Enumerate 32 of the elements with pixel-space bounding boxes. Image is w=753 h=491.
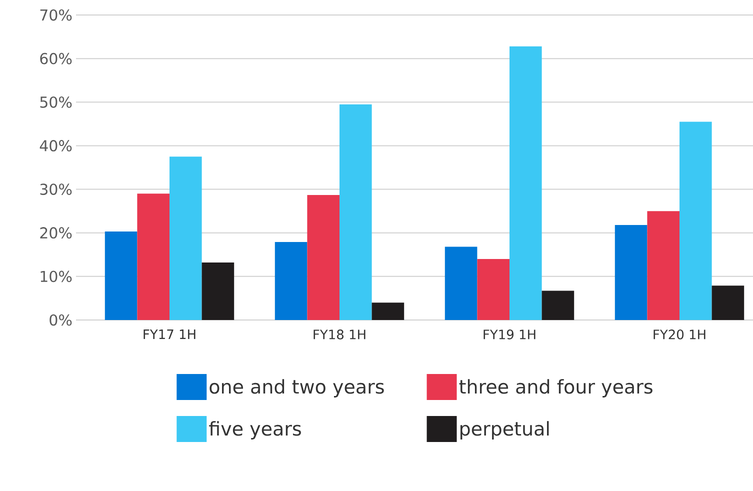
bar (712, 286, 744, 320)
x-tick-label: FY17 1H (144, 330, 196, 340)
y-tick-label: 50% (40, 96, 72, 108)
x-tick-label: FY19 1H (484, 330, 536, 340)
bar (137, 194, 170, 320)
bar (307, 194, 340, 320)
y-tick-label: 60% (40, 52, 72, 64)
legend-label: one and two years (210, 379, 384, 398)
bar (542, 290, 574, 320)
x-tick-label: FY18 1H (314, 330, 366, 340)
bar (202, 262, 234, 320)
bar (614, 225, 648, 320)
x-tick-label: FY20 1H (654, 330, 706, 340)
y-tick-label: 40% (40, 140, 72, 152)
y-tick-label: 30% (40, 184, 72, 195)
y-tick-label: 70% (40, 9, 72, 21)
legend-label: five years (209, 421, 301, 440)
bar (680, 122, 712, 320)
bar (274, 242, 308, 320)
bar (444, 246, 478, 320)
bar (510, 46, 542, 320)
bar (340, 104, 372, 320)
legend-label: perpetual (460, 421, 549, 440)
bar (477, 259, 510, 320)
legend-label: three and four years (459, 379, 652, 398)
bar (170, 156, 202, 320)
y-tick-label: 0% (50, 314, 72, 326)
bar (104, 232, 138, 320)
bar (647, 211, 680, 320)
y-tick-label: 20% (40, 227, 72, 239)
bar (372, 302, 404, 320)
y-tick-label: 10% (40, 270, 72, 282)
